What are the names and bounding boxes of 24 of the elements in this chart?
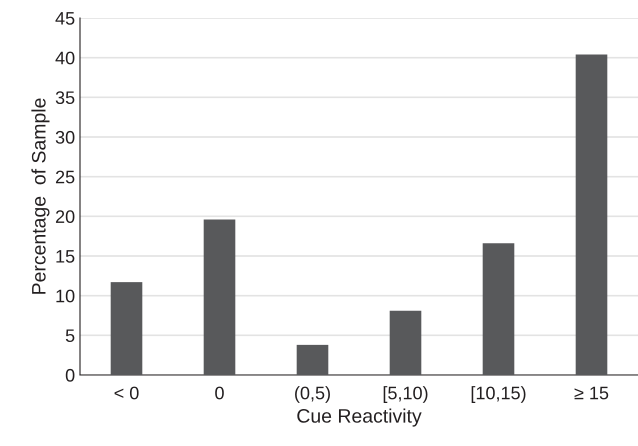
x-tick-label: [5,10): [384, 386, 428, 403]
y-tick-label: 5: [66, 329, 74, 342]
bar: [110, 282, 142, 375]
y-tick-label: 35: [56, 91, 74, 104]
y-tick-label: 20: [56, 210, 74, 224]
x-tick-label: < 0: [114, 386, 139, 400]
bar: [482, 243, 514, 375]
bar: [296, 344, 328, 375]
bar: [390, 310, 422, 375]
y-tick-label: 25: [56, 170, 74, 184]
y-tick-label: 30: [56, 130, 74, 144]
x-tick-label: [10,15): [472, 386, 526, 403]
bar: [204, 220, 236, 375]
y-tick-label: 0: [66, 368, 74, 382]
y-tick-label: 15: [56, 250, 74, 263]
x-tick-label: 0: [215, 386, 224, 400]
y-tick-label: 10: [56, 290, 74, 302]
y-tick-label: 40: [55, 52, 74, 64]
y-tick-label: 45: [55, 12, 74, 25]
x-tick-label: ≥ 15: [574, 386, 608, 400]
y-axis-title: Percentage of Sample: [31, 98, 50, 294]
x-axis-title: Cue Reactivity: [297, 408, 422, 427]
x-tick-label: (0,5): [295, 386, 330, 403]
bar: [576, 54, 608, 375]
